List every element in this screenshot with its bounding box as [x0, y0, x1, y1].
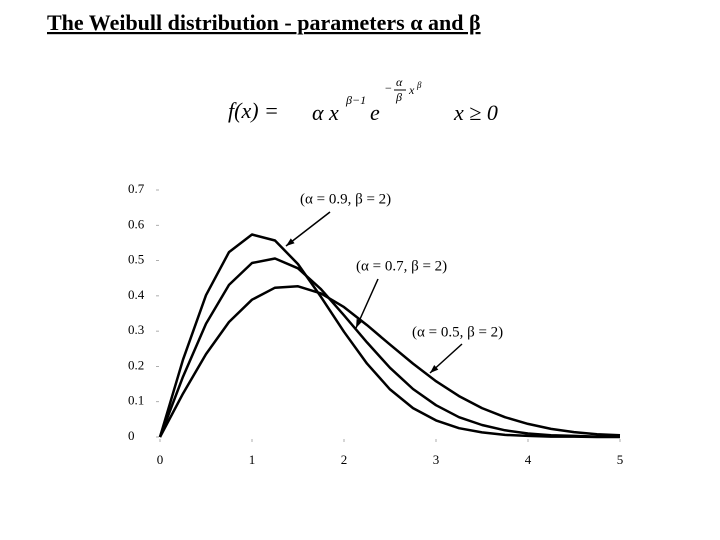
series-annotation: (α = 0.5, β = 2) — [412, 324, 503, 340]
arrow-head — [356, 319, 363, 328]
line-series — [158, 285, 621, 438]
formula-exp-num: α — [396, 75, 403, 89]
series-annotation: (α = 0.9, β = 2) — [300, 191, 391, 207]
formula: f(x) = α x β−1 e − α β x β x ≥ 0 — [228, 75, 498, 125]
x-tick-label: 5 — [617, 452, 624, 467]
x-tick-label: 0 — [157, 452, 164, 467]
y-tick-label: 0.3 — [128, 322, 144, 337]
annotation-arrow — [285, 211, 331, 247]
line-series — [158, 257, 620, 438]
series-annotation: (α = 0.7, β = 2) — [356, 258, 447, 274]
formula-exp-var: x — [408, 83, 415, 97]
y-tick-label: 0 — [128, 428, 135, 443]
formula-power: β−1 — [345, 93, 366, 107]
formula-domain: x ≥ 0 — [453, 100, 498, 125]
y-tick-label: 0.4 — [128, 287, 145, 302]
arrow-head — [286, 238, 295, 246]
x-tick-label: 4 — [525, 452, 532, 467]
formula-exp-den: β — [395, 90, 402, 104]
arrow-head — [430, 365, 439, 373]
y-tick-label: 0.1 — [128, 393, 144, 408]
y-tick-label: 0.2 — [128, 357, 144, 372]
formula-lhs: f(x) = — [228, 98, 279, 123]
x-tick-label: 1 — [249, 452, 256, 467]
formula-exp-sign: − — [385, 81, 392, 95]
x-tick-label: 3 — [433, 452, 440, 467]
x-tick-label: 2 — [341, 452, 348, 467]
slide-title: The Weibull distribution - parameters α … — [47, 10, 481, 35]
y-tick-label: 0.5 — [128, 252, 144, 267]
y-tick-label: 0.7 — [128, 181, 145, 196]
line-series — [158, 233, 620, 439]
formula-exp-base: e — [370, 100, 380, 125]
annotation-arrow — [355, 278, 379, 329]
formula-exp-var-power: β — [416, 80, 422, 90]
y-tick-label: 0.6 — [128, 216, 145, 231]
formula-term: α x — [312, 100, 339, 125]
